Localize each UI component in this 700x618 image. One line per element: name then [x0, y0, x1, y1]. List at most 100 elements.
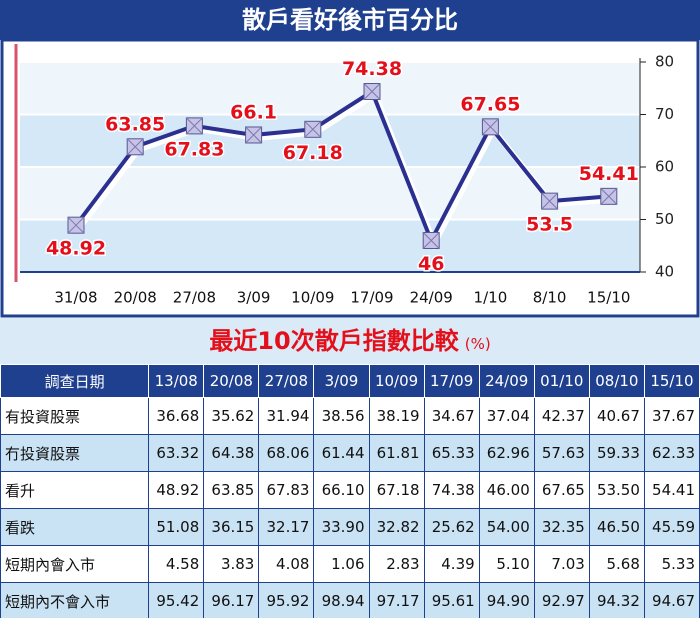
grid-band — [20, 219, 640, 272]
marker-cross — [304, 120, 322, 138]
table-cell: 38.56 — [313, 397, 370, 435]
table-cell: 98.94 — [313, 582, 370, 618]
data-label: 54.41 — [579, 163, 639, 185]
x-tick-label: 20/08 — [114, 289, 157, 307]
marker-cross — [482, 118, 499, 136]
table-cell: 94.90 — [478, 582, 535, 618]
table-cell: 37.04 — [478, 397, 535, 435]
header-cell: 3/09 — [313, 364, 370, 398]
grid-band — [20, 62, 640, 115]
table-cell: 33.90 — [313, 508, 370, 546]
table-cell: 74.38 — [423, 471, 480, 509]
table-cell: 4.39 — [423, 545, 480, 583]
table-row: 短期內會入市 4.58 3.83 4.08 1.06 2.83 4.39 5.10 7.03 5.… — [0, 545, 700, 583]
table-cell: 63.32 — [148, 434, 205, 472]
row-label: 看升 — [0, 471, 150, 509]
table-cell: 97.17 — [368, 582, 425, 618]
row-label: 看跌 — [0, 508, 150, 546]
table-cell: 3.83 — [203, 545, 260, 583]
table-cell: 35.62 — [203, 397, 260, 435]
x-tick-label: 24/09 — [410, 289, 453, 307]
grid-band — [20, 167, 640, 220]
table-cell: 95.61 — [423, 582, 480, 618]
table-cell: 45.59 — [643, 508, 700, 546]
table-row: 短期內不會入市 95.42 96.17 95.92 98.94 97.17 95.61 94.… — [0, 582, 700, 618]
table-unit: (%) — [464, 335, 491, 353]
table-cell: 54.00 — [478, 508, 535, 546]
row-label: 短期內不會入市 — [0, 582, 150, 618]
header-cell: 調查日期 — [0, 364, 150, 398]
table-cell: 95.92 — [258, 582, 315, 618]
header-cell: 20/08 — [203, 364, 260, 398]
marker-cross — [422, 232, 440, 249]
data-label: 63.85 — [105, 113, 165, 135]
table-cell: 67.83 — [258, 471, 315, 509]
table-cell: 5.68 — [588, 545, 645, 583]
series-line — [74, 88, 609, 246]
table-title-text: 最近10次散戶指數比較 — [209, 327, 459, 355]
table-cell: 46.00 — [478, 471, 535, 509]
header-cell: 24/09 — [478, 364, 535, 398]
header-cell: 15/10 — [643, 364, 700, 398]
table-row: 看升 48.92 63.85 67.83 66.10 67.18 74.38 46.00 67.… — [0, 471, 700, 509]
marker-cross — [245, 126, 262, 144]
table-cell: 32.35 — [533, 508, 590, 546]
x-tick-label: 27/08 — [173, 289, 216, 307]
x-tick-label: 8/10 — [533, 289, 567, 307]
table-cell: 48.92 — [148, 471, 205, 509]
y-tick-label: 40 — [655, 263, 674, 281]
table-cell: 94.67 — [643, 582, 700, 618]
title-bar — [0, 0, 700, 40]
x-tick-label: 17/09 — [350, 289, 393, 307]
y-tick-label: 80 — [655, 53, 674, 71]
table-cell: 94.32 — [588, 582, 645, 618]
header-cell: 08/10 — [588, 364, 645, 398]
table-cell: 61.81 — [368, 434, 425, 472]
header-cell: 27/08 — [258, 364, 315, 398]
table-cell: 51.08 — [148, 508, 205, 546]
table-cell: 57.63 — [533, 434, 590, 472]
table-cell: 61.44 — [313, 434, 370, 472]
marker-cross — [541, 192, 558, 210]
table-cell: 25.62 — [423, 508, 480, 546]
table-cell: 32.82 — [368, 508, 425, 546]
table-cell: 36.68 — [148, 397, 205, 435]
row-label: 冇投資股票 — [0, 434, 150, 472]
table-cell: 5.33 — [643, 545, 700, 583]
table-cell: 66.10 — [313, 471, 370, 509]
data-label: 53.5 — [526, 214, 573, 236]
data-label: 67.83 — [164, 138, 224, 160]
x-tick-label: 1/10 — [474, 289, 508, 307]
data-label: 48.92 — [46, 238, 106, 260]
table-cell: 53.50 — [588, 471, 645, 509]
data-label: 66.1 — [230, 101, 277, 123]
table-cell: 4.08 — [258, 545, 315, 583]
header-cell: 10/09 — [368, 364, 425, 398]
table-row: 有投資股票 36.68 35.62 31.94 38.56 38.19 34.67 37.04… — [0, 397, 700, 435]
row-label: 有投資股票 — [0, 397, 150, 435]
table-cell: 38.19 — [368, 397, 425, 435]
table-cell: 31.94 — [258, 397, 315, 435]
table-cell: 92.97 — [533, 582, 590, 618]
table-cell: 63.85 — [203, 471, 260, 509]
table-cell: 37.67 — [643, 397, 700, 435]
data-label: 67.65 — [460, 93, 520, 115]
chart-title: 散戶看好後市百分比 — [242, 6, 458, 34]
marker-cross — [186, 117, 203, 135]
table-cell: 65.33 — [423, 434, 480, 472]
data-label: 46 — [418, 253, 444, 275]
data-table: 調查日期 13/08 20/08 27/08 3/09 10/09 17/09 24/09 01… — [0, 364, 700, 618]
table-cell: 67.65 — [533, 471, 590, 509]
table-cell: 68.06 — [258, 434, 315, 472]
table-cell: 67.18 — [368, 471, 425, 509]
header-cell: 01/10 — [533, 364, 590, 398]
header-row: 調查日期 13/08 20/08 27/08 3/09 10/09 17/09 24/09 01… — [0, 364, 700, 398]
header-cell: 17/09 — [423, 364, 480, 398]
y-tick-label: 70 — [655, 105, 674, 123]
table-row: 看跌 51.08 36.15 32.17 33.90 32.82 25.62 54.00 32.… — [0, 508, 700, 546]
table-cell: 2.83 — [368, 545, 425, 583]
table-cell: 59.33 — [588, 434, 645, 472]
x-tick-label: 31/08 — [54, 289, 97, 307]
table-cell: 4.58 — [148, 545, 205, 583]
